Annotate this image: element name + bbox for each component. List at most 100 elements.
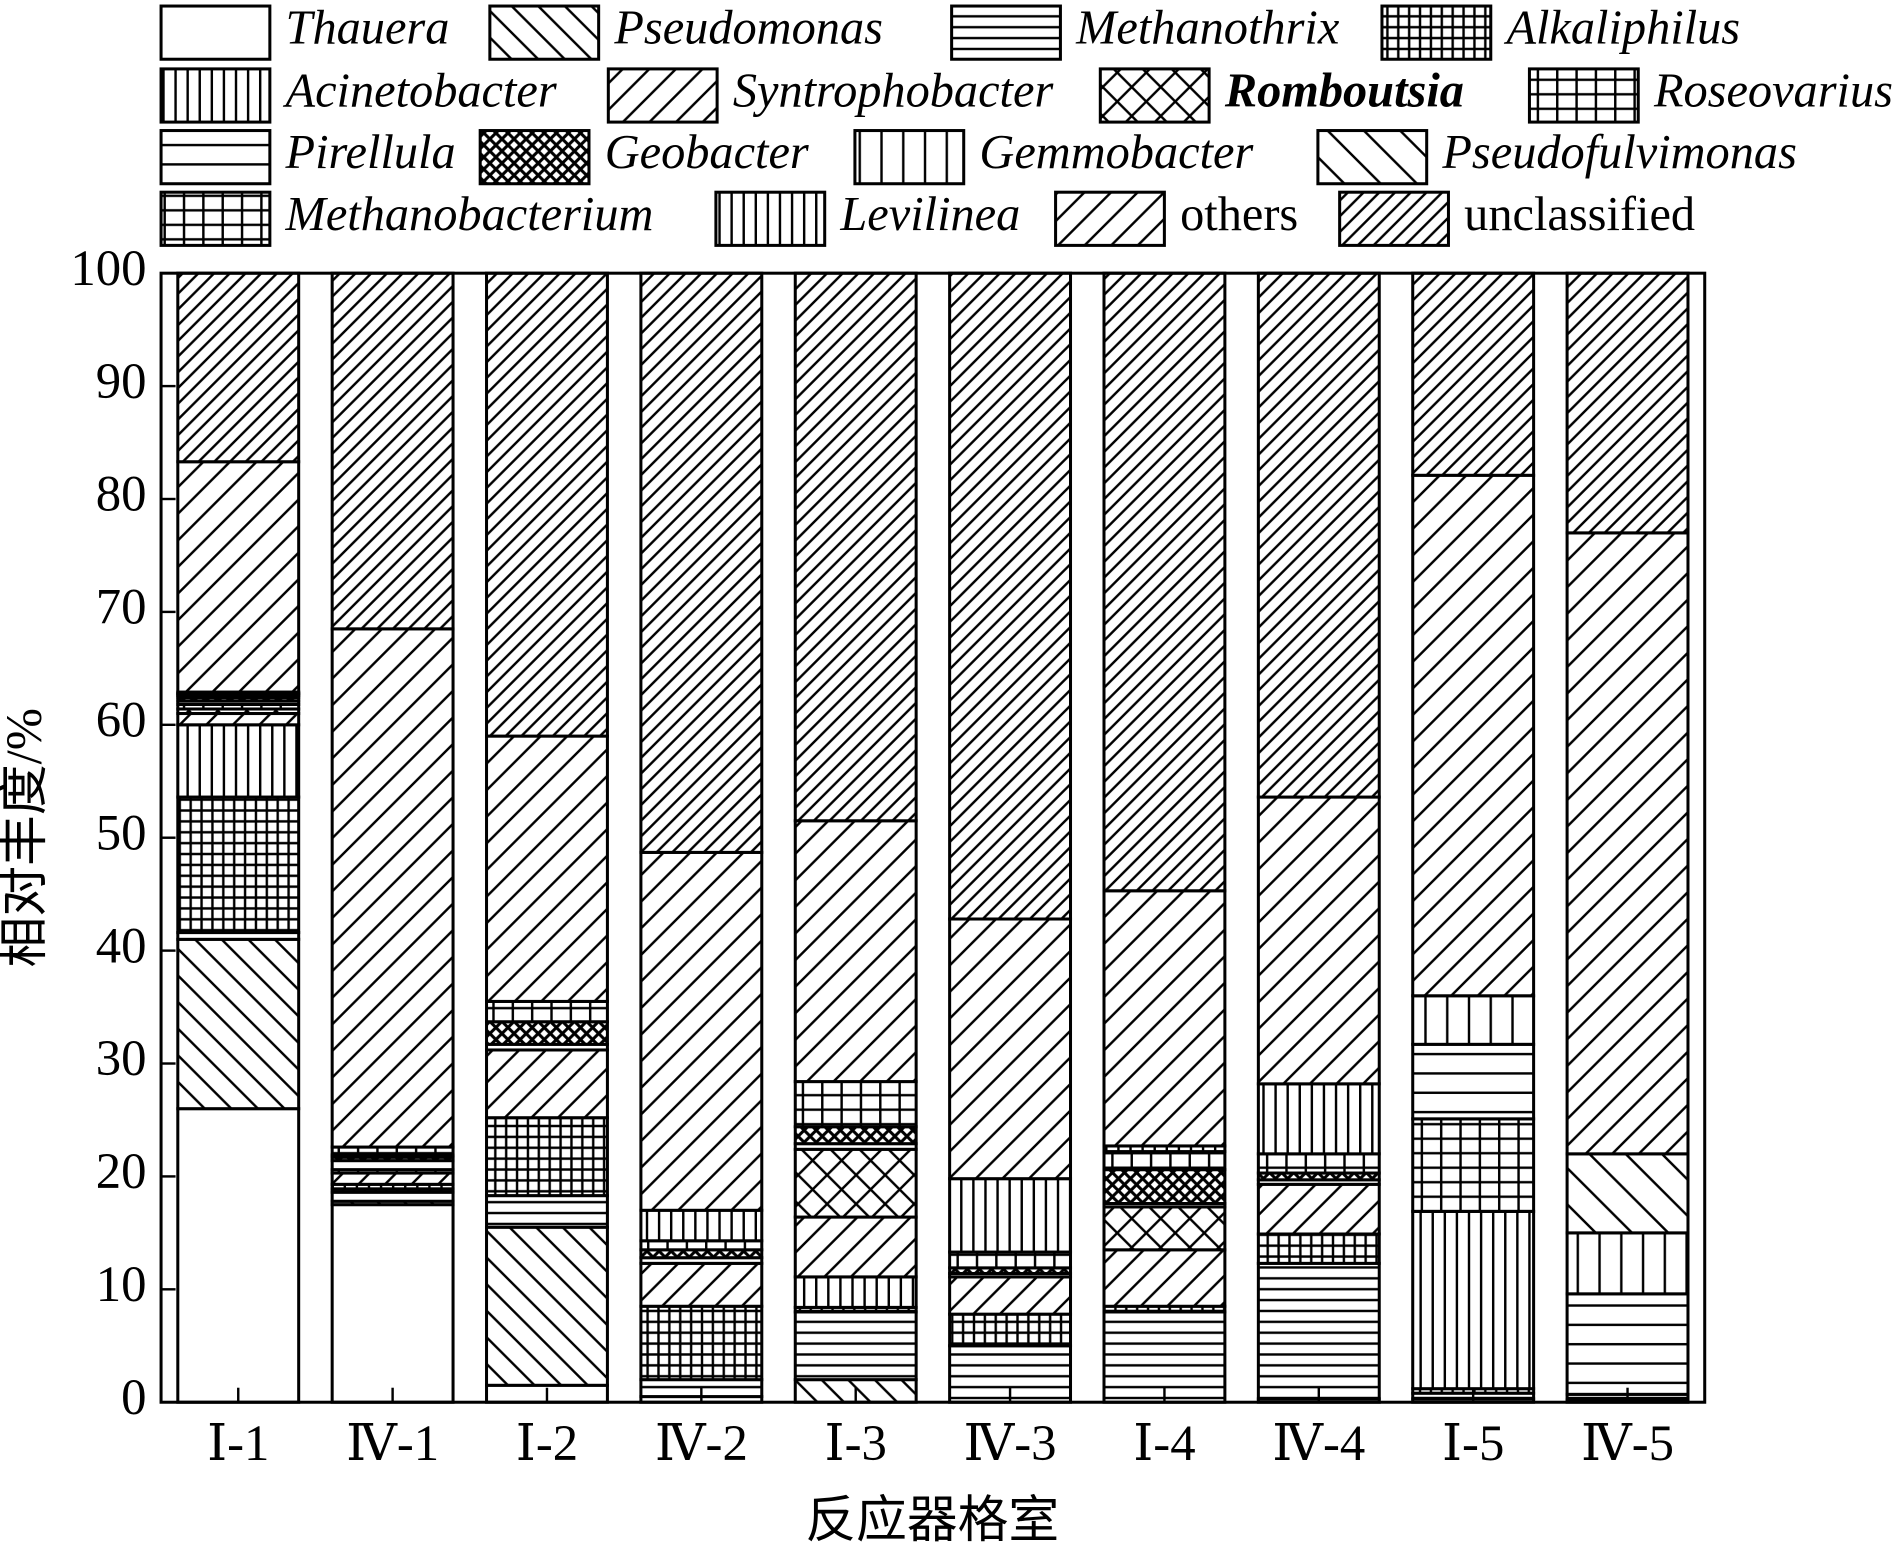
bar-segment — [330, 627, 455, 1149]
bar-segment — [793, 1310, 918, 1382]
bar-segment — [639, 1208, 764, 1243]
y-axis-title: 相对丰度/% — [0, 708, 52, 967]
legend-label: Alkaliphilus — [1503, 2, 1740, 55]
bar-segment — [330, 271, 455, 631]
y-tick-label: 0 — [121, 1369, 146, 1425]
x-tick-label: Ⅰ-3 — [825, 1415, 887, 1471]
y-tick-label: 90 — [96, 353, 147, 409]
bar-segment — [1256, 1232, 1381, 1265]
bar-segment — [639, 1304, 764, 1382]
bar-segment — [1411, 271, 1536, 477]
bar-segment — [485, 1225, 609, 1387]
legend-label: Gemmobacter — [979, 126, 1253, 179]
bar-segment — [1256, 271, 1381, 799]
bar-segment — [793, 1080, 918, 1129]
legend-label: Thauera — [286, 2, 450, 55]
legend-label: Methanothrix — [1075, 2, 1340, 55]
bar-segment — [1102, 1248, 1227, 1308]
bar-segment — [330, 1203, 455, 1404]
bar-segment — [176, 712, 301, 727]
bar-segment — [176, 795, 301, 935]
bar-segment — [1102, 1168, 1227, 1206]
legend-swatch — [950, 4, 1062, 61]
bar-segment — [1411, 994, 1536, 1046]
y-tick-label: 40 — [96, 917, 147, 973]
legend-label: Pseudofulvimonas — [1441, 126, 1796, 179]
legend-swatch — [1338, 190, 1450, 247]
y-tick-label: 30 — [96, 1030, 147, 1086]
y-tick-label: 20 — [96, 1143, 147, 1199]
bar-segment — [485, 271, 609, 738]
legend-label: others — [1180, 188, 1298, 241]
bar-segment — [1565, 1231, 1690, 1296]
bar-segment — [485, 734, 609, 1003]
bar-segment — [793, 1215, 918, 1279]
legend-swatch — [478, 129, 591, 186]
bar-segment — [1565, 531, 1690, 1156]
bar-segment — [1256, 795, 1381, 1086]
bar-segment — [485, 1116, 609, 1198]
bar-segment — [1411, 1209, 1536, 1391]
bar-segment — [485, 999, 609, 1024]
bar-segment — [948, 1275, 1073, 1316]
bar-segment — [639, 271, 764, 854]
legend-label: Geobacter — [605, 126, 809, 179]
bar-segment — [1256, 1261, 1381, 1401]
bar-segment — [1256, 1182, 1381, 1236]
bar-segment — [793, 1275, 918, 1309]
legend-swatch — [488, 4, 601, 61]
legend-swatch — [853, 129, 966, 186]
bar-segment — [1102, 889, 1227, 1148]
legend-swatch — [159, 190, 272, 247]
x-tick-label: Ⅰ-5 — [1442, 1415, 1504, 1471]
legend-swatch — [1316, 129, 1429, 186]
x-tick-label: Ⅳ-4 — [1272, 1415, 1365, 1471]
legend-swatch — [1054, 190, 1166, 247]
legend-label: Methanobacterium — [285, 188, 654, 241]
legend-swatch — [1527, 67, 1640, 124]
bar-segment — [1102, 1205, 1227, 1252]
bar-segment — [485, 1194, 609, 1229]
bar-segment — [639, 1261, 764, 1308]
bar-segment — [176, 937, 301, 1111]
x-tick-label: Ⅰ-4 — [1133, 1415, 1195, 1471]
bar-segment — [1411, 1117, 1536, 1213]
bar-segment — [485, 1020, 609, 1046]
legend-label: unclassified — [1464, 188, 1695, 241]
bar-segment — [948, 271, 1073, 921]
bar-segment — [1256, 1082, 1381, 1156]
y-tick-label: 10 — [96, 1256, 147, 1312]
bar-segment — [793, 1147, 918, 1219]
bar-segment — [793, 819, 918, 1084]
y-tick-label: 60 — [96, 691, 147, 747]
bar-segment — [639, 850, 764, 1212]
x-tick-label: Ⅳ-2 — [655, 1415, 748, 1471]
bar-segment — [1411, 1042, 1536, 1121]
x-tick-label: Ⅳ-5 — [1581, 1415, 1674, 1471]
bar-segment — [1565, 271, 1690, 535]
bar-segment — [1102, 1150, 1227, 1172]
bar-segment — [1256, 1152, 1381, 1175]
x-tick-label: Ⅳ-3 — [964, 1415, 1057, 1471]
legend-swatch — [159, 4, 272, 61]
legend-swatch — [606, 67, 719, 124]
legend-label: Syntrophobacter — [733, 65, 1054, 118]
y-tick-label: 70 — [96, 579, 147, 635]
bar-segment — [1565, 1292, 1690, 1396]
legend-label: Romboutsia — [1224, 65, 1464, 118]
bar-segment — [948, 1250, 1073, 1270]
bar-segment — [948, 917, 1073, 1181]
legend-swatch — [1380, 4, 1493, 61]
bar-segment — [176, 1107, 301, 1404]
bar-segment — [793, 1125, 918, 1146]
legend-label: Pseudomonas — [613, 2, 883, 55]
bar-segment — [330, 1171, 455, 1186]
bar-segment — [793, 271, 918, 823]
plot-frame — [159, 271, 1707, 1404]
bar-segment — [948, 1177, 1073, 1254]
y-tick-label: 80 — [96, 466, 147, 522]
legend-swatch — [714, 190, 827, 247]
bar-segment — [948, 1312, 1073, 1348]
legend-swatch — [159, 67, 272, 124]
